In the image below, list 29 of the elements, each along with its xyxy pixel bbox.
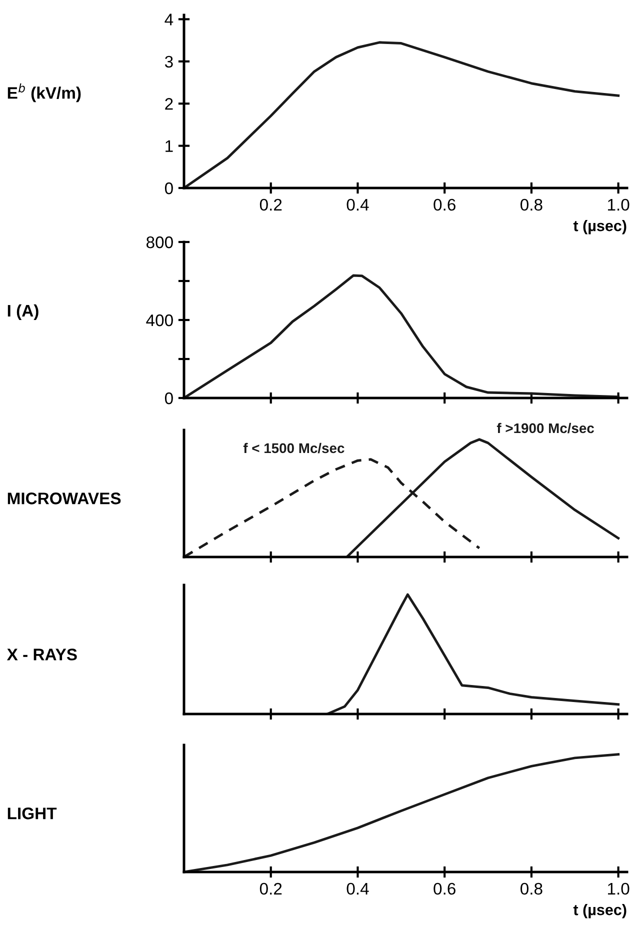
x-tick-label: 0.8 bbox=[520, 198, 542, 211]
x-tick-label: 1.0 bbox=[608, 882, 630, 895]
series-label: f >1900 Mc/sec bbox=[496, 422, 594, 434]
series-label: f < 1500 Mc/sec bbox=[243, 442, 344, 454]
x-tick-label: 0.4 bbox=[346, 198, 369, 211]
y-tick-label: 0 bbox=[164, 182, 173, 194]
y-tick-label: 4 bbox=[164, 14, 174, 26]
y-tick-label: 400 bbox=[146, 314, 173, 326]
line-series bbox=[184, 41, 620, 188]
x-tick-label: 0.2 bbox=[260, 198, 282, 211]
y-axis-title: I (A) bbox=[8, 304, 38, 320]
y-tick-label: 800 bbox=[146, 236, 173, 248]
x-axis-title: t (µsec) bbox=[573, 904, 626, 918]
y-tick-label: 3 bbox=[164, 56, 173, 68]
y-axis-title: E$^{b}$ (kV/m) bbox=[8, 83, 81, 102]
x-axis-title: t (µsec) bbox=[573, 220, 626, 234]
x-tick-label: 0.2 bbox=[260, 882, 282, 895]
y-tick-label: 1 bbox=[166, 140, 173, 152]
x-tick-label: 1.0 bbox=[608, 198, 630, 211]
y-axis-title: MICROWAVES bbox=[8, 492, 121, 504]
line-series bbox=[184, 274, 620, 398]
y-axis-title: X - RAYS bbox=[6, 648, 77, 660]
y-tick-label: 2 bbox=[165, 98, 173, 110]
x-tick-label: 0.6 bbox=[434, 198, 456, 211]
x-tick-label: 0.4 bbox=[346, 882, 369, 895]
y-axis-title: LIGHT bbox=[8, 808, 57, 820]
x-tick-label: 0.6 bbox=[434, 882, 456, 895]
x-tick-label: 0.8 bbox=[520, 882, 542, 895]
y-tick-label: 0 bbox=[164, 392, 173, 404]
